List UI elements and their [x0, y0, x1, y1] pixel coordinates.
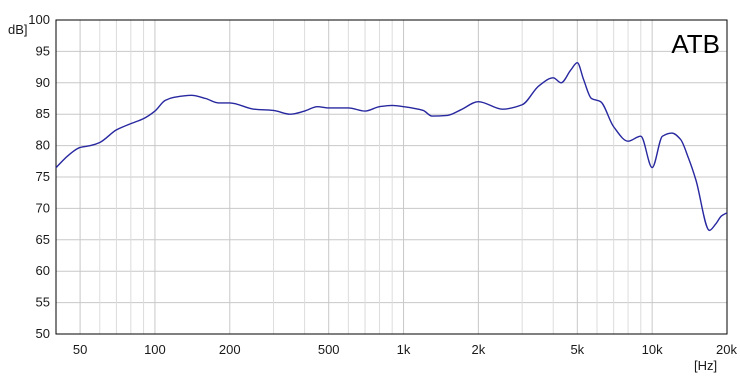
x-tick-label: 20k: [716, 342, 737, 357]
y-tick-label: 70: [36, 200, 50, 215]
x-tick-label: 2k: [472, 342, 486, 357]
y-tick-label: 90: [36, 75, 50, 90]
grid: [55, 19, 728, 335]
x-tick-label: 10k: [642, 342, 663, 357]
plot-frame: [55, 19, 728, 335]
response-curve: [55, 61, 728, 232]
tick-labels: 100 95 90 85 80 75 70 65 60 55 50 50 100 200 500 1k 2k 5k…: [28, 12, 737, 357]
y-tick-label: 85: [36, 106, 50, 121]
y-tick-label: 55: [36, 295, 50, 310]
chart-title: ATB: [671, 29, 720, 59]
x-tick-label: 200: [219, 342, 241, 357]
x-axis-unit: [Hz]: [694, 358, 717, 373]
x-tick-label: 1k: [397, 342, 411, 357]
y-axis-unit: dB]: [8, 22, 28, 37]
x-tick-label: 100: [144, 342, 166, 357]
y-tick-label: 95: [36, 43, 50, 58]
y-tick-label: 75: [36, 169, 50, 184]
y-tick-label: 80: [36, 138, 50, 153]
y-tick-label: 50: [36, 326, 50, 341]
x-tick-label: 50: [73, 342, 87, 357]
y-tick-label: 65: [36, 232, 50, 247]
y-tick-label: 60: [36, 263, 50, 278]
x-tick-label: 500: [318, 342, 340, 357]
x-tick-label: 5k: [570, 342, 584, 357]
y-tick-label: 100: [28, 12, 50, 27]
